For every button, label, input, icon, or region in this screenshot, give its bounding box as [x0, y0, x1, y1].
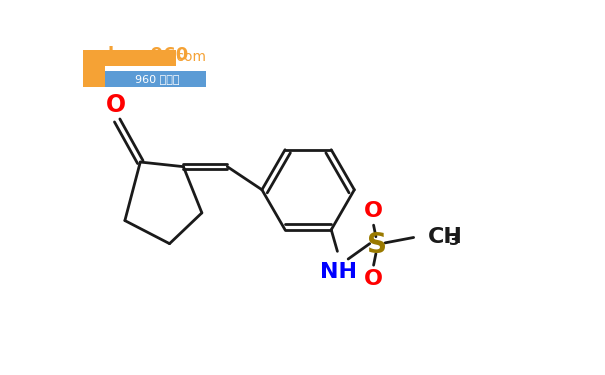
Text: 960 化工网: 960 化工网 [135, 74, 180, 84]
Text: hem960: hem960 [107, 46, 188, 64]
Text: NH: NH [321, 262, 358, 282]
Bar [105, 71, 206, 87]
Text: .com: .com [172, 50, 206, 64]
Text: S: S [367, 231, 387, 259]
Text: O: O [364, 201, 383, 221]
Text: CH: CH [428, 228, 462, 248]
Text: O: O [364, 269, 383, 289]
Text: O: O [106, 93, 126, 117]
Text: 3: 3 [449, 233, 460, 248]
Polygon shape [83, 50, 175, 87]
